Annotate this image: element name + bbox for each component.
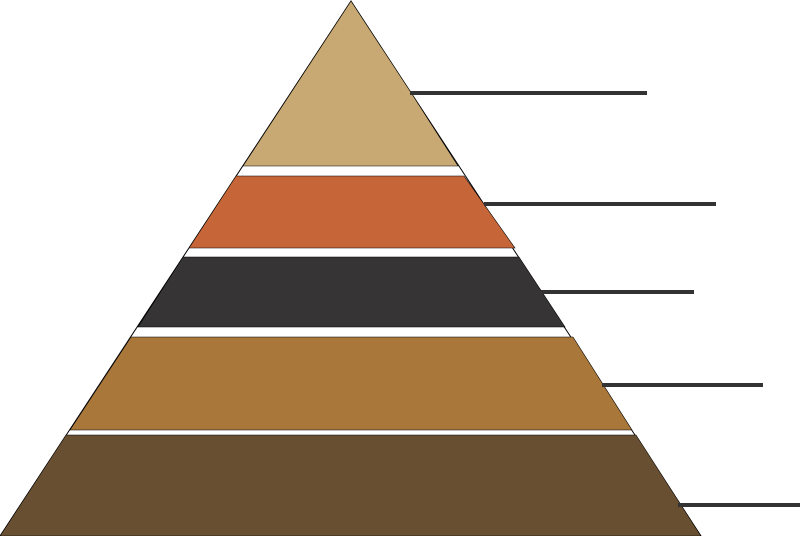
leader-lines: [410, 91, 800, 507]
pyramid-layer-4: [69, 336, 633, 431]
pyramid-layer-3: [137, 256, 566, 328]
pyramid-layer-5: [0, 434, 702, 536]
pyramid-layer-1: [242, 0, 459, 167]
pyramid-layers: [0, 0, 702, 536]
pyramid-layer-2: [188, 175, 516, 249]
